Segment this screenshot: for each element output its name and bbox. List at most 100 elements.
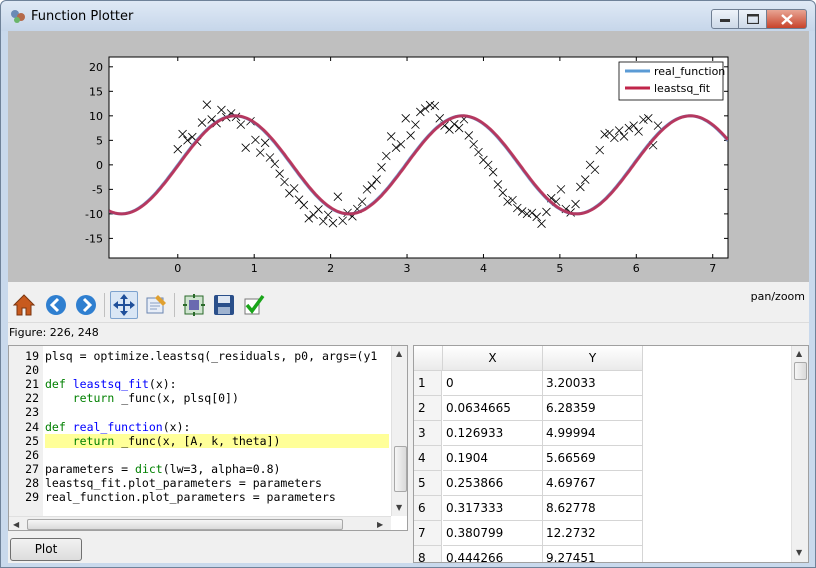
scatter-point [318, 216, 328, 226]
scroll-up-arrow-icon[interactable]: ▲ [796, 349, 803, 358]
configure-subplots-icon [183, 294, 205, 316]
scatter-point [362, 185, 372, 194]
line-number: 23 [25, 405, 39, 420]
row-header[interactable]: 7 [414, 521, 442, 546]
plot-button[interactable]: Plot [10, 538, 82, 561]
scatter-point [377, 163, 386, 172]
scatter-point [464, 131, 474, 140]
table-cell-x[interactable]: 0.0634665 [443, 396, 543, 421]
legend: real_function leastsq_fit [618, 61, 725, 101]
row-header[interactable]: 2 [414, 396, 442, 421]
legend-label-real-function: real_function [654, 65, 725, 78]
scatter-point [197, 118, 207, 127]
row-header[interactable]: 4 [414, 446, 442, 471]
scroll-up-arrow-icon[interactable]: ▲ [396, 349, 403, 358]
table-cell-y[interactable]: 12.2732 [543, 521, 643, 546]
y-tick-label: -15 [85, 232, 103, 245]
column-header-x[interactable]: X [443, 346, 543, 371]
scatter-point [299, 200, 309, 210]
row-header[interactable]: 6 [414, 496, 442, 521]
table-cell-x[interactable]: 0.380799 [443, 521, 543, 546]
scroll-right-arrow-icon[interactable]: ▶ [377, 520, 384, 529]
row-header[interactable]: 1 [414, 371, 442, 396]
code-line[interactable]: parameters = dict(lw=3, alpha=0.8) [45, 461, 281, 476]
code-line[interactable]: plsq = optimize.leastsq(_residuals, p0, … [45, 349, 378, 363]
configure-subplots-button[interactable] [180, 291, 208, 319]
scroll-left-arrow-icon[interactable]: ◀ [13, 520, 20, 529]
title-bar[interactable]: Function Plotter [1, 1, 815, 31]
scatter-point [580, 175, 590, 184]
scatter-point [576, 182, 585, 192]
scatter-point [401, 113, 411, 123]
home-icon [12, 294, 36, 316]
scatter-point [493, 180, 503, 189]
row-header[interactable]: 5 [414, 471, 442, 496]
close-icon [780, 13, 793, 25]
code-line[interactable]: return _func(x, [A, k, theta]) [45, 433, 389, 448]
table-cell-x[interactable]: 0.317333 [443, 496, 543, 521]
scatter-point [270, 159, 280, 169]
row-header[interactable]: 8 [414, 546, 442, 562]
table-cell-y[interactable]: 5.66569 [543, 446, 643, 471]
table-cell-y[interactable]: 9.27451 [543, 546, 643, 562]
code-line[interactable]: return _func(x, plsq[0]) [72, 391, 239, 406]
line-number: 28 [25, 475, 39, 490]
row-header[interactable]: 3 [414, 421, 442, 446]
scroll-down-arrow-icon[interactable]: ▼ [396, 503, 403, 512]
editor-hscroll-thumb[interactable] [27, 519, 343, 530]
table-cell-y[interactable]: 4.99994 [543, 421, 643, 446]
scatter-point [411, 120, 420, 129]
editor-vscroll-thumb[interactable] [394, 446, 407, 492]
editor-horizontal-scrollbar[interactable]: ◀ ▶ [9, 516, 391, 530]
table-cell-y[interactable]: 3.20033 [543, 371, 643, 396]
scatter-point [532, 212, 542, 222]
table-cell-y[interactable]: 6.28359 [543, 396, 643, 421]
line-number: 22 [25, 391, 39, 406]
apply-button[interactable] [240, 291, 268, 319]
line-number: 26 [25, 447, 39, 462]
scatter-point [610, 133, 619, 143]
maximize-button[interactable] [739, 9, 767, 29]
scatter-point [328, 218, 338, 228]
table-vscroll-thumb[interactable] [794, 362, 807, 380]
scatter-point [454, 123, 464, 133]
line-number: 21 [25, 377, 39, 392]
scatter-point [304, 214, 314, 223]
table-vertical-scrollbar[interactable]: ▲ ▼ [791, 346, 808, 562]
table-cell-x[interactable]: 0 [443, 371, 543, 396]
table-cell-x[interactable]: 0.126933 [443, 421, 543, 446]
pan-button[interactable] [110, 291, 138, 319]
code-line[interactable]: def real_function(x): [45, 419, 191, 434]
x-tick-label: 4 [480, 262, 487, 275]
scroll-down-arrow-icon[interactable]: ▼ [796, 548, 803, 557]
column-header-y[interactable]: Y [543, 346, 643, 371]
scatter-point [183, 136, 192, 145]
close-button[interactable] [767, 9, 807, 29]
line-number: 29 [25, 490, 39, 504]
table-cell-y[interactable]: 4.69767 [543, 471, 643, 496]
scatter-point [386, 132, 396, 141]
edit-axes-button[interactable] [142, 291, 170, 319]
editor-vertical-scrollbar[interactable]: ▲ ▼ [391, 346, 407, 516]
code-line[interactable]: real_function.plot_parameters = paramete… [45, 490, 336, 504]
table-cell-x[interactable]: 0.444266 [443, 546, 543, 562]
data-table[interactable]: X Y 1 0 3.20033 2 0.0634665 6.28359 3 0.126933 4… [413, 345, 809, 563]
figure-canvas[interactable]: 0 1 2 3 4 5 6 7 -15 -10 -5 0 5 10 15 20 real_function … [8, 31, 809, 282]
code-line[interactable]: def leastsq_fit(x): [45, 377, 177, 392]
save-button[interactable] [210, 291, 238, 319]
scatter-point [449, 119, 459, 129]
y-tick-label: 10 [89, 110, 103, 123]
scatter-point [420, 104, 430, 113]
table-cell-x[interactable]: 0.1904 [443, 446, 543, 471]
table-cell-y[interactable]: 8.62778 [543, 496, 643, 521]
minimize-button[interactable] [711, 9, 739, 29]
table-cell-x[interactable]: 0.253866 [443, 471, 543, 496]
code-editor[interactable]: 19 20 21 22 23 24 25 26 27 28 29 plsq = optimize.l… [8, 345, 408, 531]
code-line[interactable]: leastsq_fit.plot_parameters = parameters [45, 475, 322, 490]
forward-button[interactable] [72, 291, 100, 319]
y-tick-label: -10 [85, 208, 103, 221]
back-button[interactable] [42, 291, 70, 319]
scatter-point [289, 184, 299, 193]
home-button[interactable] [10, 291, 38, 319]
y-tick-label: 20 [89, 61, 103, 74]
